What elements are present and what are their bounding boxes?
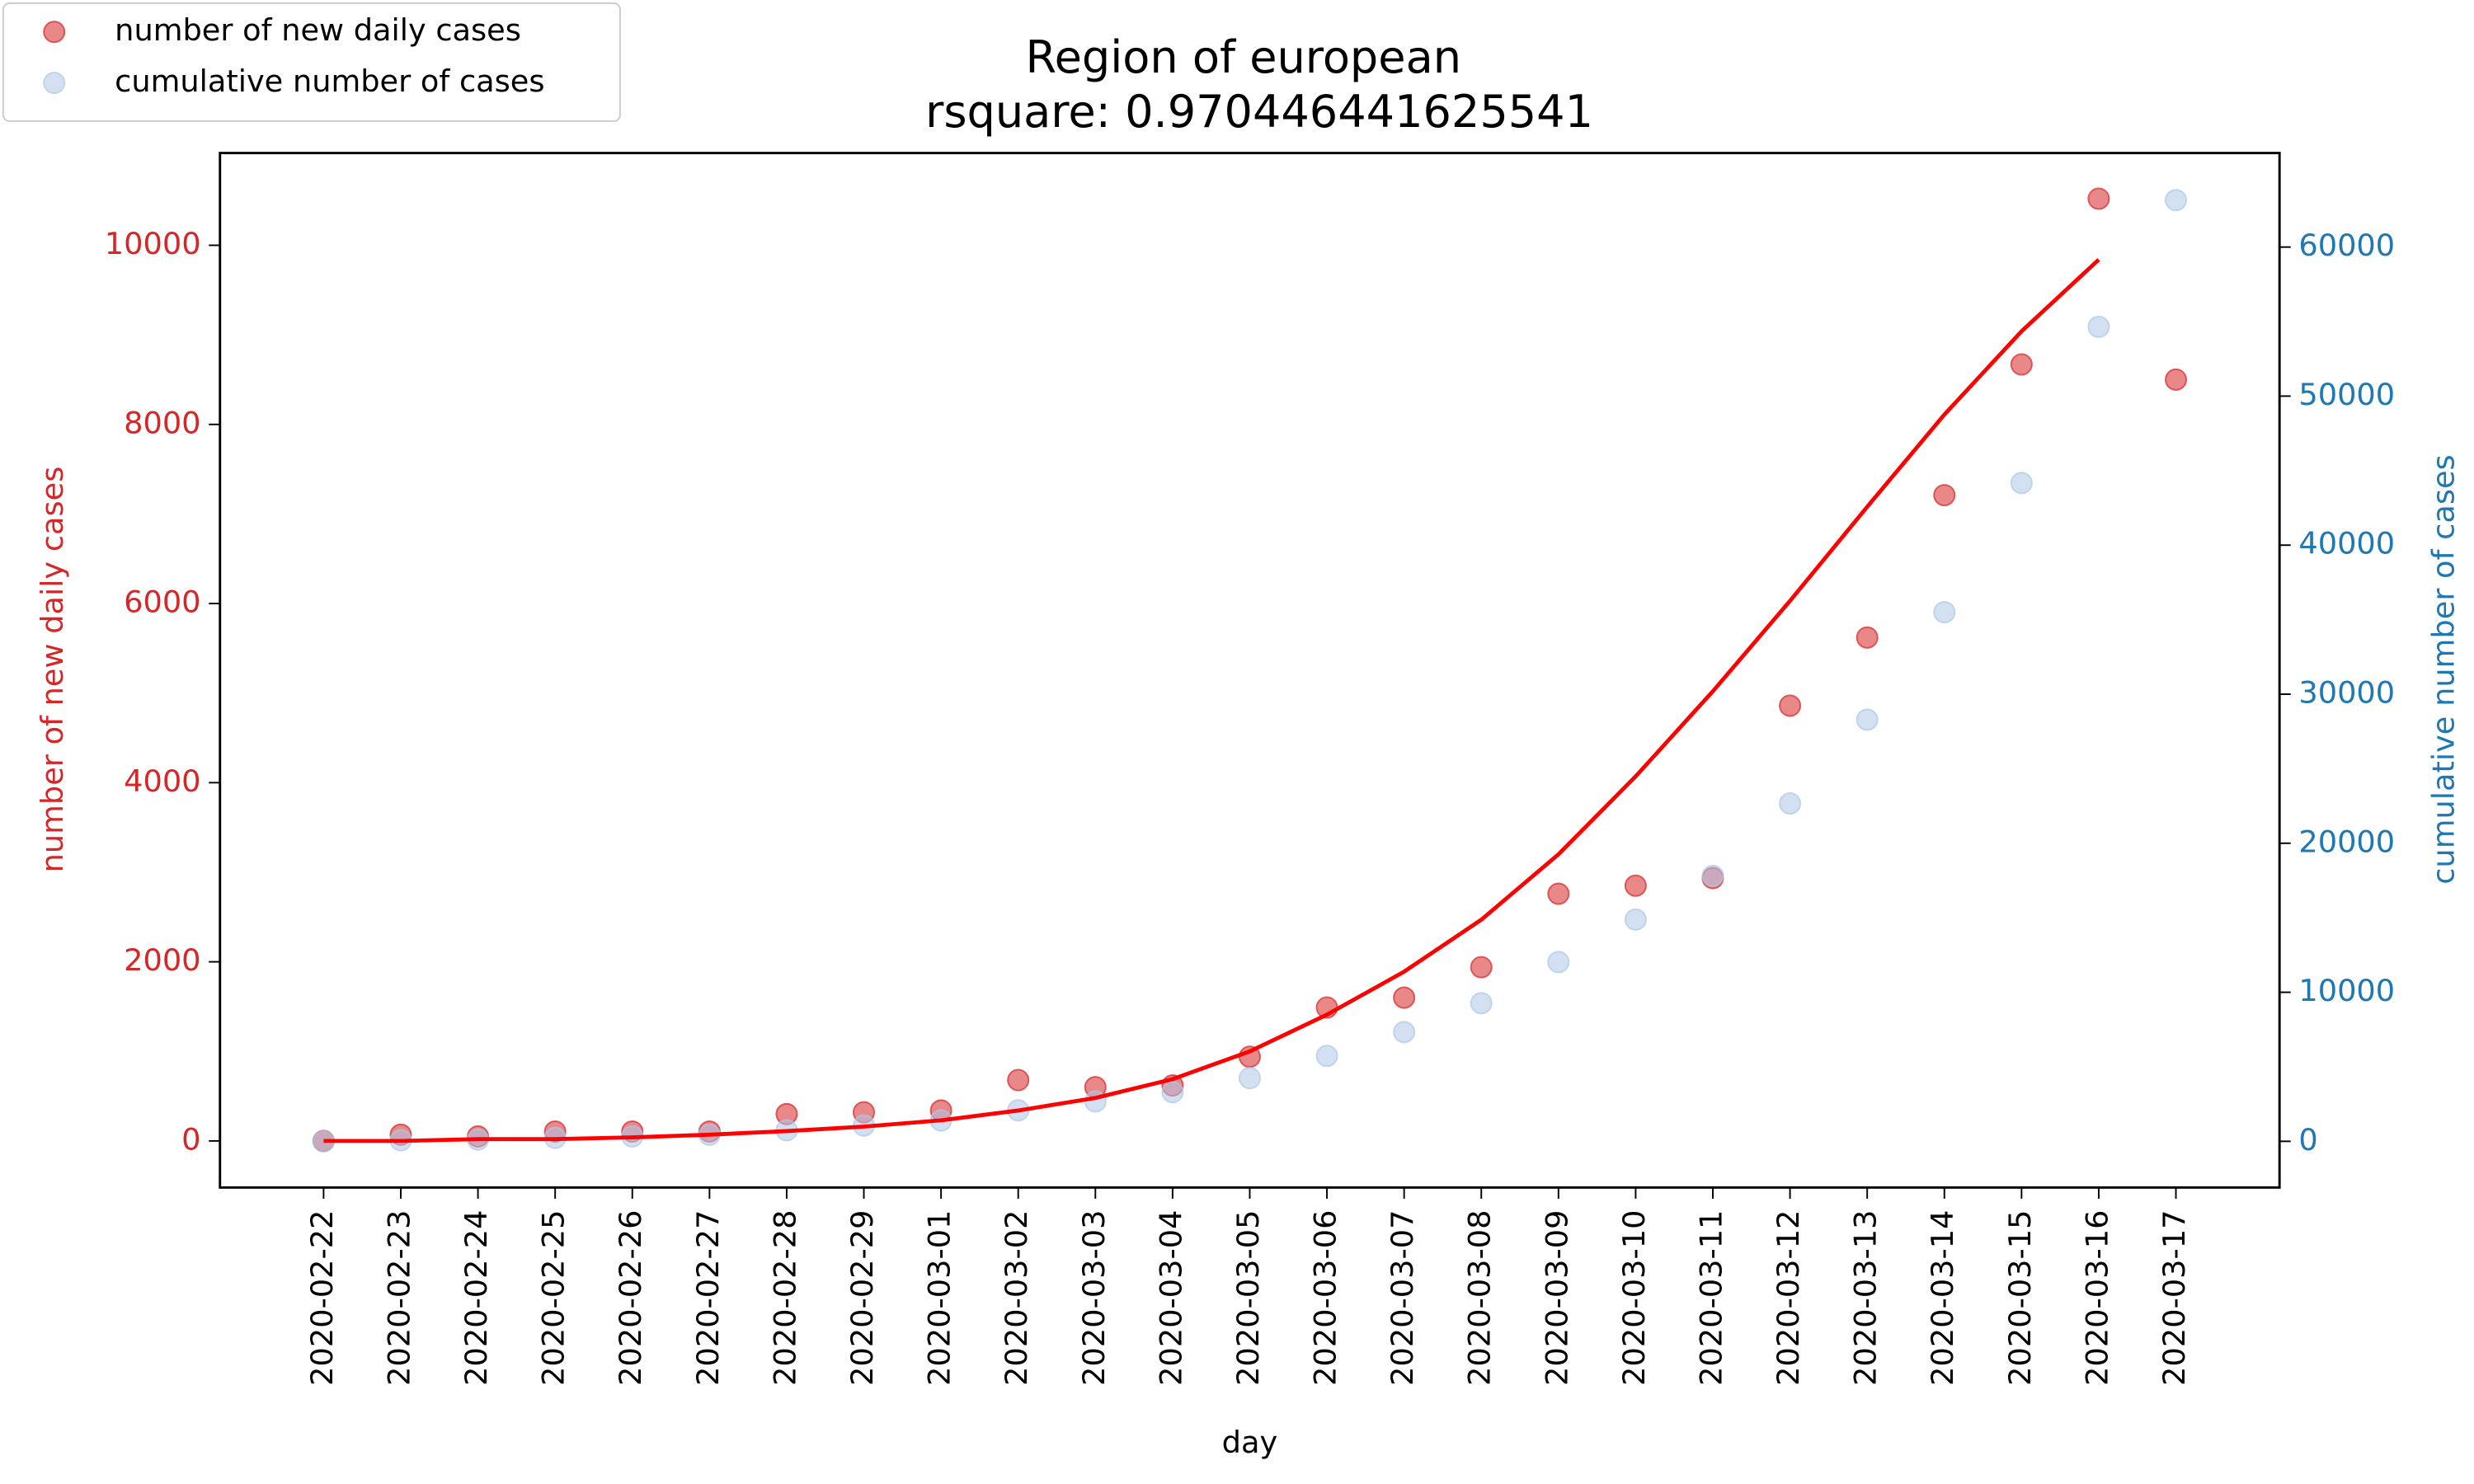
x-tick-label: 2020-03-12 (1771, 1209, 1806, 1385)
x-tick-label: 2020-02-24 (459, 1209, 494, 1385)
y2-tick-label: 10000 (2298, 973, 2395, 1008)
point (2087, 187, 2110, 210)
point (1470, 956, 1493, 979)
x-tick-label: 2020-02-23 (381, 1209, 416, 1385)
x-tick-label: 2020-03-10 (1616, 1209, 1652, 1385)
x-tick-label: 2020-02-25 (536, 1209, 571, 1385)
point (1547, 882, 1570, 905)
y-axis-label: number of new daily cases (35, 467, 70, 873)
point (1007, 1068, 1030, 1092)
y-tick-label: 8000 (124, 405, 200, 440)
point (1856, 626, 1879, 649)
x-tick-label: 2020-03-09 (1539, 1209, 1574, 1385)
point (1933, 484, 1956, 507)
plot-frame (219, 152, 2281, 1189)
x-tick-label: 2020-03-08 (1462, 1209, 1498, 1385)
y-tick-label: 2000 (124, 942, 200, 978)
y-tick-label: 6000 (124, 585, 200, 620)
point (2087, 315, 2110, 338)
point (1779, 694, 1802, 717)
legend-box (2, 2, 621, 122)
y2-tick-label: 30000 (2298, 675, 2395, 711)
x-tick-label: 2020-03-11 (1694, 1209, 1729, 1385)
x-tick-label: 2020-03-17 (2157, 1209, 2192, 1385)
y-tick-label: 0 (181, 1121, 200, 1157)
y2-tick-label: 20000 (2298, 824, 2395, 859)
point (1470, 992, 1493, 1015)
x-tick-label: 2020-03-15 (2002, 1209, 2038, 1385)
point (1624, 874, 1647, 897)
point (1933, 601, 1956, 624)
x-tick-label: 2020-03-03 (1076, 1209, 1112, 1385)
point (1547, 951, 1570, 974)
y2-tick-label: 40000 (2298, 526, 2395, 561)
point (2165, 189, 2188, 212)
point (1238, 1067, 1261, 1090)
x-tick-label: 2020-02-26 (613, 1209, 648, 1385)
point (1701, 864, 1724, 887)
x-tick-label: 2020-03-01 (922, 1209, 957, 1385)
y2-tick-label: 60000 (2298, 228, 2395, 263)
point (1393, 986, 1416, 1009)
chart-subtitle: rsquare: 0.970446441625541 (925, 86, 1593, 138)
legend-marker (43, 72, 66, 95)
x-tick-label: 2020-03-05 (1230, 1209, 1266, 1385)
x-tick-label: 2020-03-07 (1385, 1209, 1420, 1385)
x-tick-label: 2020-02-22 (304, 1209, 340, 1385)
x-tick-label: 2020-03-16 (2079, 1209, 2114, 1385)
y-tick-label: 10000 (105, 226, 201, 261)
fit-line (323, 258, 2100, 1144)
legend-label: cumulative number of cases (115, 63, 544, 99)
y-tick-label: 4000 (124, 763, 200, 799)
x-tick-label: 2020-03-06 (1308, 1209, 1343, 1385)
x-tick-label: 2020-03-14 (1925, 1209, 1960, 1385)
point (2010, 472, 2033, 495)
y2-axis-label: cumulative number of cases (2426, 454, 2462, 884)
point (1779, 791, 1802, 815)
legend-label: number of new daily cases (115, 12, 521, 48)
x-tick-label: 2020-03-13 (1848, 1209, 1884, 1385)
y2-tick-label: 50000 (2298, 377, 2395, 412)
y2-tick-label: 0 (2298, 1122, 2317, 1158)
x-tick-label: 2020-02-27 (690, 1209, 726, 1385)
point (1084, 1090, 1107, 1113)
x-tick-label: 2020-03-02 (999, 1209, 1034, 1385)
point (1161, 1081, 1184, 1104)
point (1856, 708, 1879, 731)
chart-title: Region of european (1025, 31, 1461, 83)
point (1315, 1045, 1338, 1068)
point (1393, 1021, 1416, 1044)
x-axis-label: day (1222, 1425, 1278, 1460)
legend-marker (43, 21, 66, 44)
point (1624, 908, 1647, 931)
x-tick-label: 2020-03-04 (1153, 1209, 1188, 1385)
point (2010, 353, 2033, 376)
point (2165, 368, 2188, 391)
x-tick-label: 2020-02-28 (767, 1209, 802, 1385)
x-tick-label: 2020-02-29 (844, 1209, 880, 1385)
